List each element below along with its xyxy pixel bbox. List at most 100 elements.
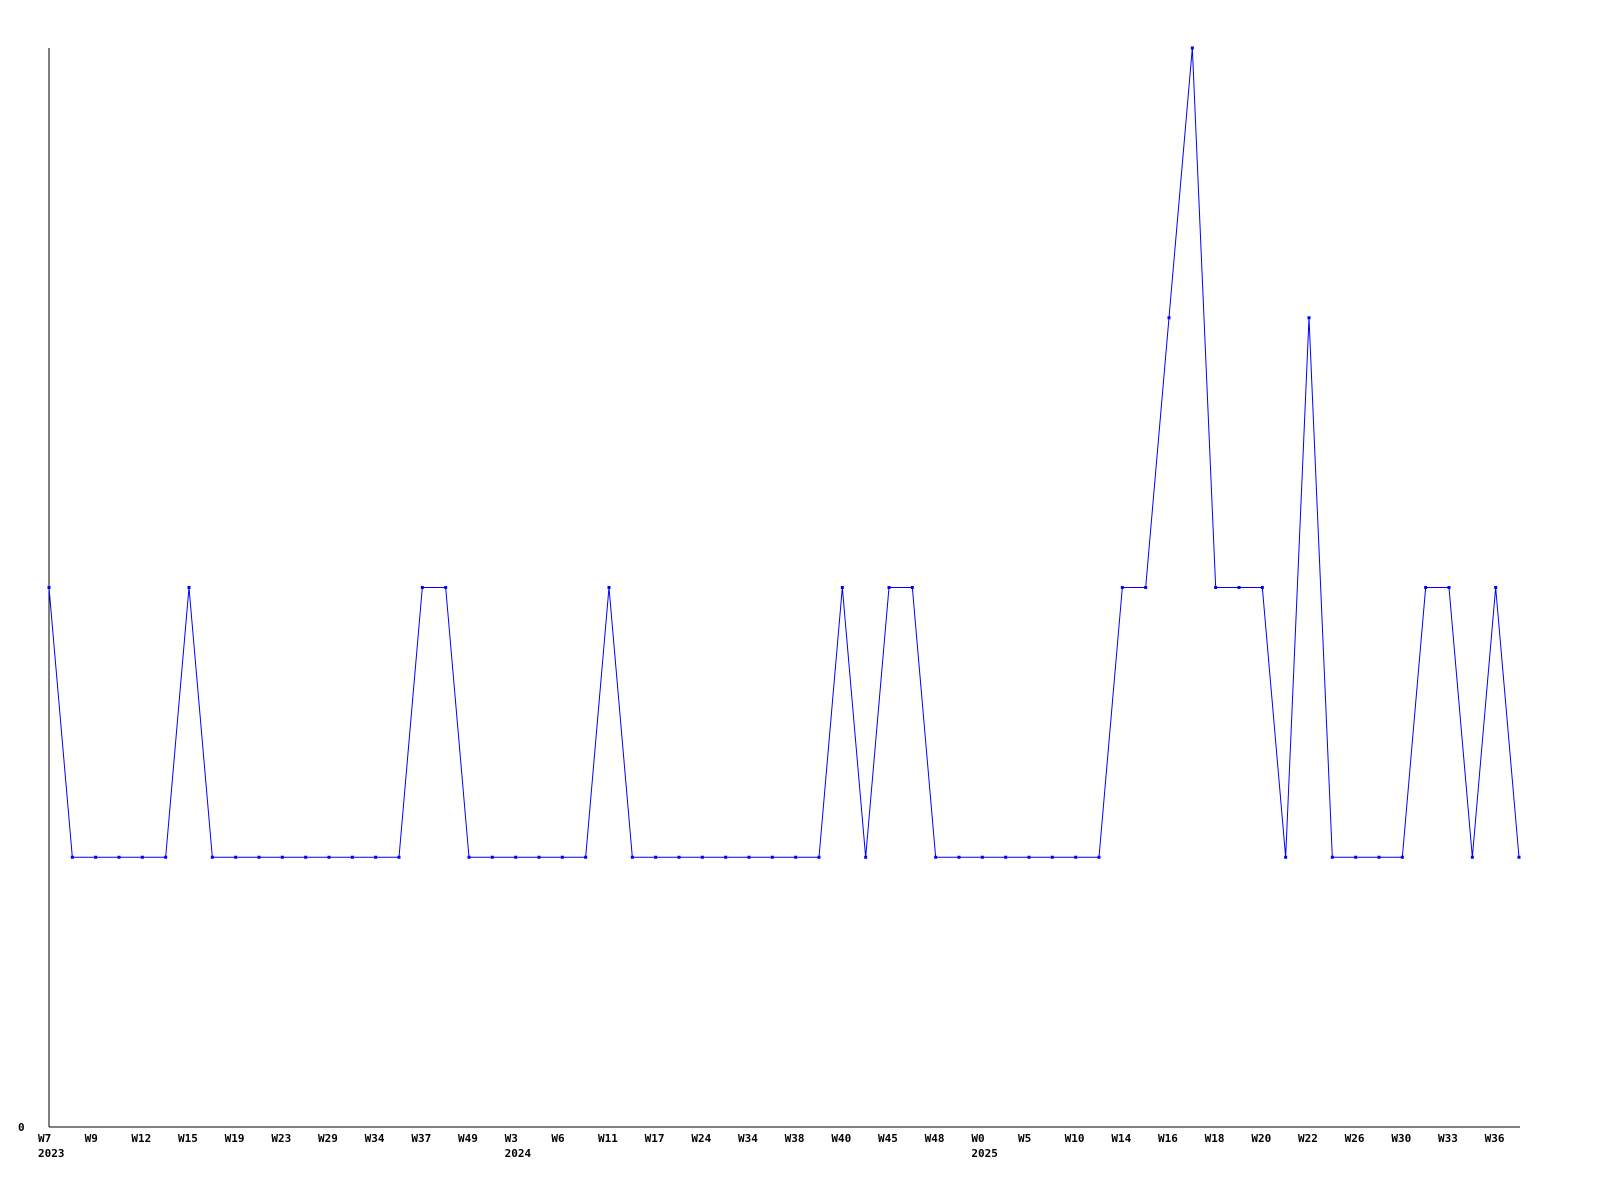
data-point bbox=[747, 855, 751, 859]
data-point bbox=[887, 586, 891, 589]
data-point bbox=[1284, 855, 1288, 859]
data-point bbox=[94, 855, 98, 859]
x-tick-label: W49 bbox=[458, 1132, 478, 1145]
data-point bbox=[444, 586, 448, 589]
x-tick-label: W18 bbox=[1205, 1132, 1225, 1145]
data-point bbox=[724, 855, 728, 859]
data-point bbox=[1097, 855, 1101, 859]
x-tick-label: W30 bbox=[1391, 1132, 1411, 1145]
data-point bbox=[397, 855, 401, 859]
data-point bbox=[770, 855, 774, 859]
data-point bbox=[1214, 586, 1218, 589]
x-tick-label: W19 bbox=[225, 1132, 245, 1145]
data-point bbox=[1377, 855, 1381, 859]
data-point bbox=[677, 855, 681, 859]
data-point bbox=[514, 855, 518, 859]
series-line bbox=[48, 47, 1520, 858]
data-point bbox=[1424, 586, 1428, 589]
data-point bbox=[654, 855, 658, 859]
data-point bbox=[910, 586, 914, 589]
data-point bbox=[584, 855, 588, 859]
y-tick-label: 0 bbox=[18, 1121, 25, 1134]
data-point bbox=[980, 855, 984, 859]
x-tick-label: W40 bbox=[831, 1132, 851, 1145]
data-point bbox=[1330, 855, 1334, 859]
x-tick-label: W9 bbox=[85, 1132, 98, 1145]
data-point bbox=[47, 586, 51, 589]
data-point bbox=[1307, 316, 1311, 320]
data-point bbox=[864, 855, 868, 859]
data-point bbox=[210, 855, 214, 859]
data-point bbox=[1144, 586, 1148, 589]
x-tick-label: W29 bbox=[318, 1132, 338, 1145]
x-tick-label: W5 bbox=[1018, 1132, 1031, 1145]
x-tick-label: W11 bbox=[598, 1132, 618, 1145]
x-tick-label: W22 bbox=[1298, 1132, 1318, 1145]
x-tick-label: W48 bbox=[925, 1132, 945, 1145]
data-point bbox=[304, 855, 308, 859]
data-point bbox=[327, 855, 331, 859]
x-tick-label: W15 bbox=[178, 1132, 198, 1145]
x-tick-label: W10 bbox=[1065, 1132, 1085, 1145]
x-tick-label: W24 bbox=[691, 1132, 711, 1145]
data-point bbox=[1494, 586, 1498, 589]
year-label: 2023 bbox=[38, 1147, 65, 1160]
x-tick-label: W0 bbox=[971, 1132, 984, 1145]
data-point bbox=[467, 855, 471, 859]
x-tick-label: W34 bbox=[365, 1132, 385, 1145]
x-tick-label: W36 bbox=[1485, 1132, 1505, 1145]
data-point bbox=[1517, 855, 1521, 859]
x-tick-label: W12 bbox=[131, 1132, 151, 1145]
data-point bbox=[1354, 855, 1358, 859]
year-label: 2025 bbox=[971, 1147, 998, 1160]
data-point bbox=[350, 855, 354, 859]
data-point bbox=[374, 855, 378, 859]
data-point bbox=[794, 855, 798, 859]
data-point bbox=[1027, 855, 1031, 859]
data-point bbox=[140, 855, 144, 859]
data-point bbox=[1004, 855, 1008, 859]
x-tick-label: W14 bbox=[1111, 1132, 1131, 1145]
x-tick-label: W26 bbox=[1345, 1132, 1365, 1145]
data-point bbox=[700, 855, 704, 859]
data-point bbox=[934, 855, 938, 859]
data-point bbox=[607, 586, 611, 589]
data-point bbox=[1190, 46, 1194, 50]
data-point bbox=[537, 855, 541, 859]
data-point bbox=[490, 855, 494, 859]
data-point bbox=[70, 855, 74, 859]
data-point bbox=[234, 855, 238, 859]
data-point bbox=[1050, 855, 1054, 859]
data-point bbox=[1237, 586, 1241, 589]
data-point bbox=[957, 855, 961, 859]
x-tick-label: W6 bbox=[551, 1132, 565, 1145]
data-point bbox=[164, 855, 168, 859]
x-tick-label: W37 bbox=[411, 1132, 431, 1145]
x-tick-label: W17 bbox=[645, 1132, 665, 1145]
data-point bbox=[560, 855, 564, 859]
data-point bbox=[117, 855, 121, 859]
x-tick-label: W38 bbox=[785, 1132, 805, 1145]
data-point bbox=[840, 586, 844, 589]
x-tick-label: W16 bbox=[1158, 1132, 1178, 1145]
data-point bbox=[420, 586, 424, 589]
data-point bbox=[630, 855, 634, 859]
x-tick-label: W23 bbox=[271, 1132, 291, 1145]
year-label: 2024 bbox=[505, 1147, 532, 1160]
x-tick-label: W33 bbox=[1438, 1132, 1458, 1145]
data-point bbox=[257, 855, 261, 859]
data-point bbox=[817, 855, 821, 859]
data-point bbox=[1447, 586, 1451, 589]
data-point bbox=[1074, 855, 1078, 859]
x-tick-label: W34 bbox=[738, 1132, 758, 1145]
x-tick-label: W3 bbox=[505, 1132, 518, 1145]
data-point bbox=[1470, 855, 1474, 859]
data-point bbox=[1260, 586, 1264, 589]
data-point bbox=[187, 586, 191, 589]
x-tick-label: W20 bbox=[1251, 1132, 1271, 1145]
data-point bbox=[1120, 586, 1124, 589]
data-point bbox=[280, 855, 284, 859]
data-point bbox=[1400, 855, 1404, 859]
x-tick-label: W45 bbox=[878, 1132, 898, 1145]
